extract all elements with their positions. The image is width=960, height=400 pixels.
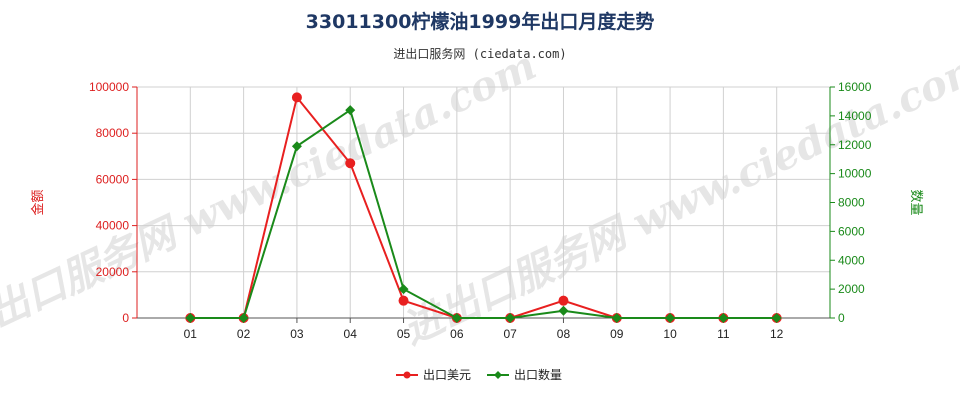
series-1-point-08 [558,295,569,306]
y-left-tick-label-40000: 40000 [96,219,130,233]
x-tick-label-09: 09 [610,327,624,341]
y-right-tick-label-6000: 6000 [838,224,865,238]
series-2 [185,105,782,323]
y-right-tick-label-10000: 10000 [838,167,872,181]
series-2-point-12 [771,313,782,323]
series-2-point-04 [345,105,356,116]
series-2-point-09 [611,313,622,323]
series-2-point-06 [451,313,462,323]
chart-title: 33011300柠檬油1999年出口月度走势 [306,10,655,33]
x-tick-label-05: 05 [397,327,411,341]
x-tick-label-02: 02 [237,327,251,341]
x-tick-label-08: 08 [557,327,571,341]
series-2-point-11 [718,313,729,323]
x-tick-label-04: 04 [344,327,358,341]
y-left-tick-label-100000: 100000 [89,80,129,94]
x-tick-label-11: 11 [717,327,730,341]
legend-item-1: 出口美元 [396,368,471,382]
y-right-tick-label-8000: 8000 [838,196,865,210]
x-tick-label-10: 10 [663,327,677,341]
legend-swatch-marker-2 [494,371,502,379]
y-left-tick-label-80000: 80000 [96,126,130,140]
series [185,92,782,323]
y-right-tick-label-12000: 12000 [838,138,872,152]
legend-swatch-marker-1 [403,371,411,379]
series-2-point-10 [665,313,676,323]
series-1-point-05 [398,295,409,306]
y-left-tick-label-0: 0 [122,311,129,325]
series-2-point-08 [558,305,569,316]
y-left-tick-label-60000: 60000 [96,172,130,186]
series-2-point-05 [398,284,409,295]
legend-label-2: 出口数量 [514,367,562,382]
legend: 出口美元 出口数量 [396,367,562,382]
y-left-tick-label-20000: 20000 [96,265,130,279]
y-right-tick-label-16000: 16000 [838,80,872,94]
series-1-point-04 [345,158,356,169]
legend-item-2: 出口数量 [487,367,562,382]
x-tick-label-03: 03 [290,327,304,341]
grid [137,86,830,318]
legend-label-1: 出口美元 [423,368,471,382]
series-2-line [190,108,777,319]
chart-subtitle: 进出口服务网 (ciedata.com) [393,46,566,61]
series-2-point-02 [238,313,249,323]
series-1-point-03 [291,92,302,103]
y-axis-right-label: 数量 [908,189,923,215]
y-right-tick-label-2000: 2000 [838,282,865,296]
y-axis-left-label: 金额 [30,189,46,215]
x-tick-label-07: 07 [503,327,517,341]
series-2-point-07 [505,313,516,323]
x-tick-label-01: 01 [184,327,198,341]
y-right-tick-label-0: 0 [838,311,845,325]
series-2-point-01 [185,313,196,323]
y-right-tick-label-4000: 4000 [838,253,865,267]
x-tick-label-12: 12 [770,327,784,341]
x-tick-label-06: 06 [450,327,464,341]
series-2-point-03 [291,141,302,152]
y-right-tick-label-14000: 14000 [838,109,872,123]
axes: 0 20000 40000 60000 80000 100000 0 2000 4000 6000… [89,80,872,341]
